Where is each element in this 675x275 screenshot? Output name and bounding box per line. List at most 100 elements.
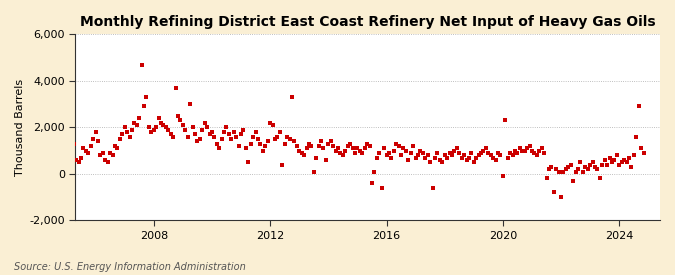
Point — [187, 125, 198, 130]
Point — [325, 139, 336, 144]
Point — [633, 104, 644, 109]
Point — [330, 148, 341, 153]
Point — [192, 139, 202, 144]
Point — [376, 186, 387, 190]
Point — [415, 148, 426, 153]
Point — [400, 148, 411, 153]
Point — [619, 158, 630, 162]
Point — [158, 123, 169, 127]
Point — [284, 137, 295, 141]
Point — [204, 132, 215, 136]
Point — [141, 95, 152, 99]
Point — [481, 146, 491, 150]
Point — [95, 153, 106, 157]
Point — [109, 144, 120, 148]
Point — [226, 137, 237, 141]
Point — [92, 139, 103, 144]
Point — [352, 146, 363, 150]
Point — [114, 137, 125, 141]
Point — [124, 134, 135, 139]
Point — [333, 146, 344, 150]
Point — [394, 144, 404, 148]
Point — [202, 125, 213, 130]
Point — [364, 144, 375, 148]
Point — [248, 134, 259, 139]
Point — [345, 141, 356, 146]
Point — [470, 155, 481, 160]
Point — [604, 155, 615, 160]
Point — [338, 153, 348, 157]
Point — [614, 162, 624, 167]
Point — [97, 151, 108, 155]
Point — [578, 169, 589, 174]
Point — [519, 148, 530, 153]
Point — [636, 146, 647, 150]
Point — [252, 137, 263, 141]
Point — [599, 158, 610, 162]
Point — [495, 153, 506, 157]
Point — [335, 151, 346, 155]
Point — [163, 127, 173, 132]
Point — [306, 144, 317, 148]
Point — [583, 167, 593, 171]
Point — [493, 151, 504, 155]
Point — [585, 162, 595, 167]
Point — [476, 151, 487, 155]
Point — [214, 146, 225, 150]
Point — [199, 120, 210, 125]
Point — [272, 134, 283, 139]
Point — [570, 169, 581, 174]
Point — [308, 169, 319, 174]
Point — [117, 132, 128, 136]
Point — [398, 146, 409, 150]
Point — [310, 155, 321, 160]
Point — [88, 137, 99, 141]
Point — [510, 148, 520, 153]
Point — [441, 155, 452, 160]
Point — [449, 148, 460, 153]
Point — [531, 153, 542, 157]
Point — [103, 160, 113, 164]
Point — [178, 123, 188, 127]
Point — [621, 160, 632, 164]
Point — [168, 134, 179, 139]
Point — [554, 169, 564, 174]
Point — [313, 144, 324, 148]
Point — [607, 160, 618, 164]
Point — [216, 137, 227, 141]
Point — [68, 141, 79, 146]
Point — [190, 132, 200, 136]
Point — [575, 160, 586, 164]
Point — [369, 169, 380, 174]
Point — [144, 125, 155, 130]
Point — [294, 148, 304, 153]
Point — [245, 141, 256, 146]
Point — [240, 146, 251, 150]
Point — [548, 190, 559, 195]
Point — [76, 155, 86, 160]
Title: Monthly Refining District East Coast Refinery Net Input of Heavy Gas Oils: Monthly Refining District East Coast Ref… — [80, 15, 655, 29]
Point — [507, 153, 518, 157]
Point — [435, 158, 446, 162]
Point — [318, 146, 329, 150]
Point — [371, 155, 382, 160]
Point — [420, 155, 431, 160]
Point — [347, 146, 358, 150]
Point — [572, 167, 583, 171]
Point — [609, 158, 620, 162]
Point — [616, 160, 627, 164]
Point — [580, 165, 591, 169]
Point — [289, 139, 300, 144]
Point — [560, 167, 571, 171]
Point — [512, 151, 523, 155]
Point — [281, 134, 292, 139]
Point — [626, 165, 637, 169]
Point — [391, 141, 402, 146]
Point — [287, 95, 298, 99]
Point — [526, 148, 537, 153]
Point — [423, 153, 433, 157]
Point — [136, 62, 147, 67]
Point — [500, 118, 511, 123]
Point — [269, 137, 280, 141]
Point — [151, 125, 161, 130]
